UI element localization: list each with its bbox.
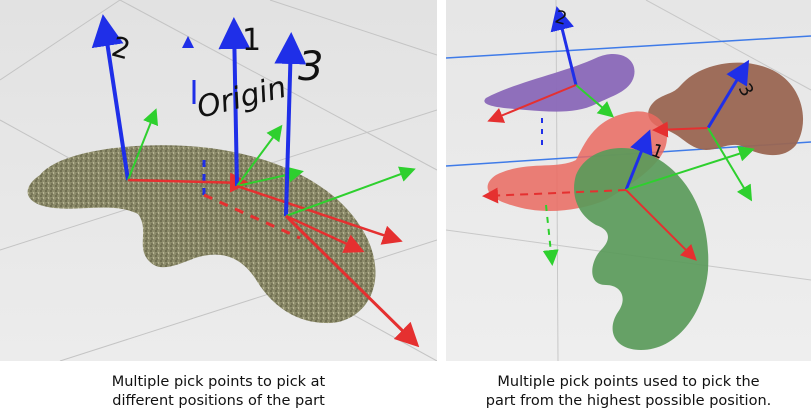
pick-frame-2	[487, 6, 615, 150]
caption-right: Multiple pick points used to pick the pa…	[485, 374, 772, 409]
part-brown	[648, 62, 804, 156]
origin-frame	[182, 36, 301, 240]
pick-frame-3	[652, 59, 753, 202]
left-viewport[interactable]: 2 1 3 Origin	[0, 0, 437, 361]
pick-frame-3	[274, 32, 420, 348]
right-viewport[interactable]: 2 3 1	[446, 0, 811, 361]
caption-left: Multiple pick points to pick at differen…	[111, 374, 326, 409]
pick-frame-2	[91, 14, 250, 193]
frame-label-1: 1	[242, 23, 261, 58]
left-scene: 2 1 3 Origin	[0, 0, 437, 361]
origin-label: Origin	[193, 70, 289, 126]
part-green	[574, 147, 709, 350]
frame-label-2: 2	[553, 7, 569, 30]
pick-frame-1	[482, 129, 755, 266]
pick-frame-1	[218, 17, 403, 245]
frame-label-3: 3	[298, 44, 323, 90]
frame-label-2: 2	[108, 30, 134, 66]
right-scene: 2 3 1	[446, 0, 811, 361]
part-purple	[484, 54, 635, 112]
